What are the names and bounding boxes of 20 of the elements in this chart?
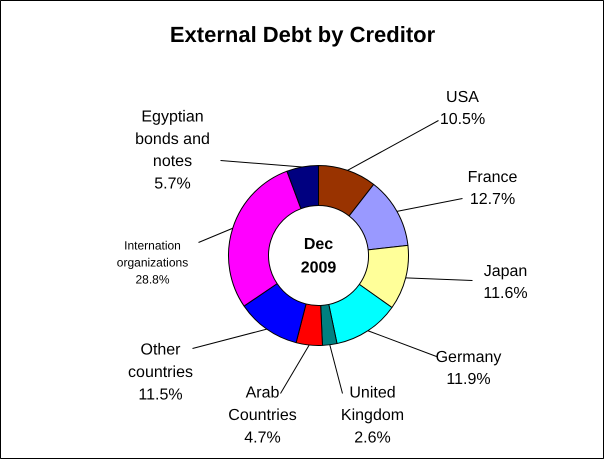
data-label: 12.7% [470, 191, 516, 208]
chart-title: External Debt by Creditor [170, 22, 436, 47]
slice-label: Egyptian bonds and notes [135, 108, 210, 170]
data-label: 28.8% [135, 272, 170, 286]
data-label: 2.6% [354, 429, 391, 446]
slice-label: USA [446, 88, 480, 106]
text: Dec 2009 [300, 236, 336, 276]
slice-label: France [468, 168, 518, 186]
slice-label: Other countries [128, 342, 193, 381]
data-label: 11.9% [446, 371, 491, 388]
slice-label: Japan [484, 262, 528, 280]
slice-label: Arab Countries [228, 384, 297, 424]
slice-label: Internation organizations [116, 238, 188, 270]
slice-label: Germany [436, 348, 502, 366]
data-label: 11.6% [483, 285, 528, 302]
data-label: 5.7% [154, 176, 191, 193]
data-label: 11.5% [138, 386, 183, 404]
slice-label: United Kingdom [340, 384, 404, 424]
data-label: 4.7% [244, 429, 281, 446]
data-label: 10.5% [440, 111, 486, 128]
